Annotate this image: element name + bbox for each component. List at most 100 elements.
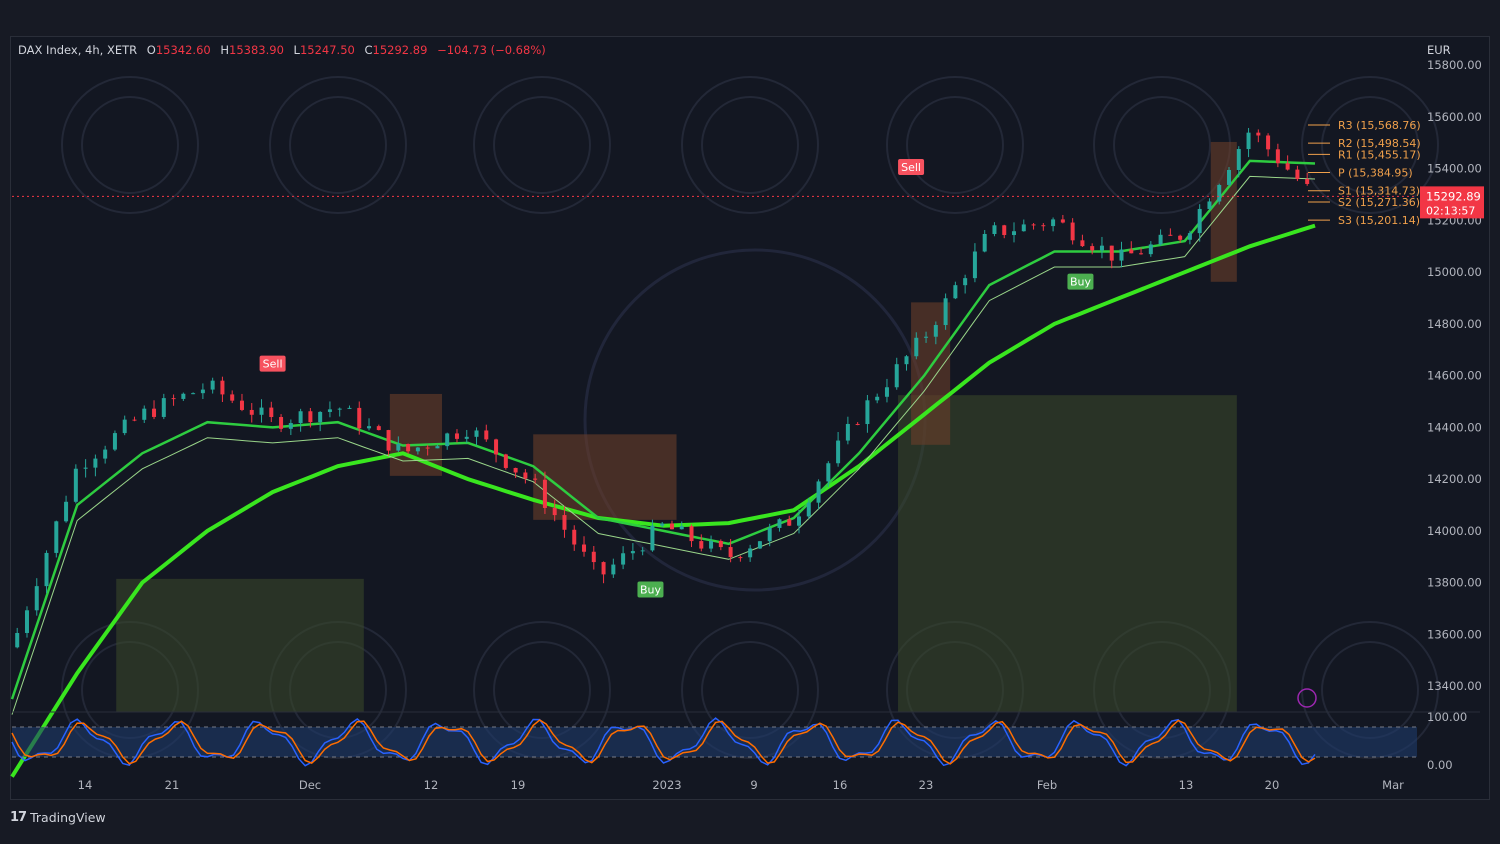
candle-body	[1227, 169, 1232, 185]
candle-body	[1178, 235, 1183, 240]
candle-body	[1207, 201, 1212, 209]
watermark-seal-inner	[701, 96, 799, 194]
oscillator-tick-label: 100.00	[1427, 710, 1467, 724]
candle-body	[718, 540, 723, 548]
candle-body	[474, 430, 479, 437]
pivot-label: R2 (15,498.54)	[1338, 137, 1421, 150]
candle-body	[337, 408, 342, 410]
candle-body	[914, 337, 919, 357]
candle-body	[1246, 132, 1251, 150]
watermark-seal-inner	[701, 641, 799, 739]
candle-body	[454, 433, 459, 439]
candle-body	[132, 419, 137, 421]
candle-body	[15, 633, 20, 648]
lightning-icon	[1297, 688, 1317, 708]
candle-body	[288, 423, 293, 429]
candle-body	[1187, 233, 1192, 240]
change-value: −104.73 (−0.68%)	[437, 43, 546, 57]
candle-body	[582, 544, 587, 552]
candle-body	[709, 540, 714, 549]
candle-body	[1070, 222, 1075, 241]
sell-signal-badge	[898, 159, 925, 176]
moving-average-layer	[10, 159, 1316, 778]
pivot-label: S1 (15,314.73)	[1338, 185, 1420, 198]
watermark-seal	[886, 76, 1024, 214]
brand-label: TradingView	[30, 810, 106, 825]
candle-body	[376, 426, 381, 431]
candle-body	[757, 541, 762, 549]
candle-body	[200, 389, 205, 394]
candle-body	[44, 552, 49, 587]
close-value: 15292.89	[372, 43, 428, 57]
candle-body	[142, 408, 147, 420]
watermark-seal	[473, 621, 611, 759]
candle-body	[327, 409, 332, 412]
candle-body	[269, 407, 274, 418]
candle-body	[103, 449, 108, 459]
watermark-seal-inner	[289, 96, 387, 194]
watermark-seal-inner	[81, 96, 179, 194]
candle-body	[318, 411, 323, 423]
price-tick-label: 15000.00	[1427, 265, 1482, 279]
candle-body	[220, 380, 225, 395]
high-value: 15383.90	[229, 43, 284, 57]
time-tick-label: 20	[1265, 778, 1280, 792]
candle-body	[904, 356, 909, 365]
candle-body	[191, 393, 196, 395]
candle-body	[347, 407, 352, 409]
watermark-seal-inner	[493, 96, 591, 194]
time-tick-label: Mar	[1382, 778, 1404, 792]
candle-body	[1285, 163, 1290, 170]
open-label: O	[146, 43, 156, 57]
candle-body	[239, 400, 244, 410]
watermark-seal-inner	[1321, 641, 1419, 739]
watermark-seal	[1301, 76, 1439, 214]
candle-body	[161, 398, 166, 417]
time-tick-label: Feb	[1037, 778, 1057, 792]
candle-body	[1021, 224, 1026, 232]
pivot-label: R3 (15,568.76)	[1338, 119, 1421, 132]
price-tick-label: 14400.00	[1427, 420, 1482, 434]
price-tick-label: 13400.00	[1427, 679, 1482, 693]
candle-body	[787, 519, 792, 526]
candle-body	[894, 364, 899, 388]
last-price-value: 15292.89	[1426, 189, 1481, 203]
candle-body	[611, 564, 616, 575]
candle-body	[640, 550, 645, 552]
footer-brand[interactable]: 17 TradingView	[10, 810, 106, 825]
tradingview-logo-icon: 17	[10, 810, 27, 825]
high-label: H	[220, 43, 230, 57]
signal-fill-bull	[116, 578, 364, 712]
candle-body	[181, 393, 186, 399]
time-tick-label: 12	[424, 778, 439, 792]
symbol-label[interactable]: DAX Index, 4h, XETR	[18, 43, 138, 57]
candle-body	[621, 553, 626, 565]
candle-body	[689, 526, 694, 542]
watermark-seal	[269, 76, 407, 214]
watermark-seal-inner	[1113, 96, 1211, 194]
candle-body	[1051, 219, 1056, 227]
candle-body	[1129, 249, 1134, 254]
candle-body	[1275, 149, 1280, 164]
price-tick-label: 14800.00	[1427, 317, 1482, 331]
candle-body	[1305, 179, 1310, 184]
candle-body	[855, 423, 860, 425]
candle-body	[591, 551, 596, 563]
candle-body	[1031, 224, 1036, 226]
candle-body	[924, 336, 929, 338]
price-tick-label: 15400.00	[1427, 162, 1482, 176]
time-tick-label: 16	[833, 778, 848, 792]
candle-body	[484, 430, 489, 440]
candle-body	[650, 525, 655, 551]
ma-slow-line	[10, 223, 1316, 778]
candle-body	[562, 515, 567, 530]
time-tick-label: 23	[919, 778, 934, 792]
candle-body	[767, 527, 772, 542]
candle-body	[279, 417, 284, 429]
time-tick-label: Dec	[299, 778, 321, 792]
candle-body	[845, 423, 850, 441]
candle-body	[1099, 245, 1104, 251]
candle-body	[503, 454, 508, 468]
signal-label: Buy	[1070, 276, 1092, 289]
